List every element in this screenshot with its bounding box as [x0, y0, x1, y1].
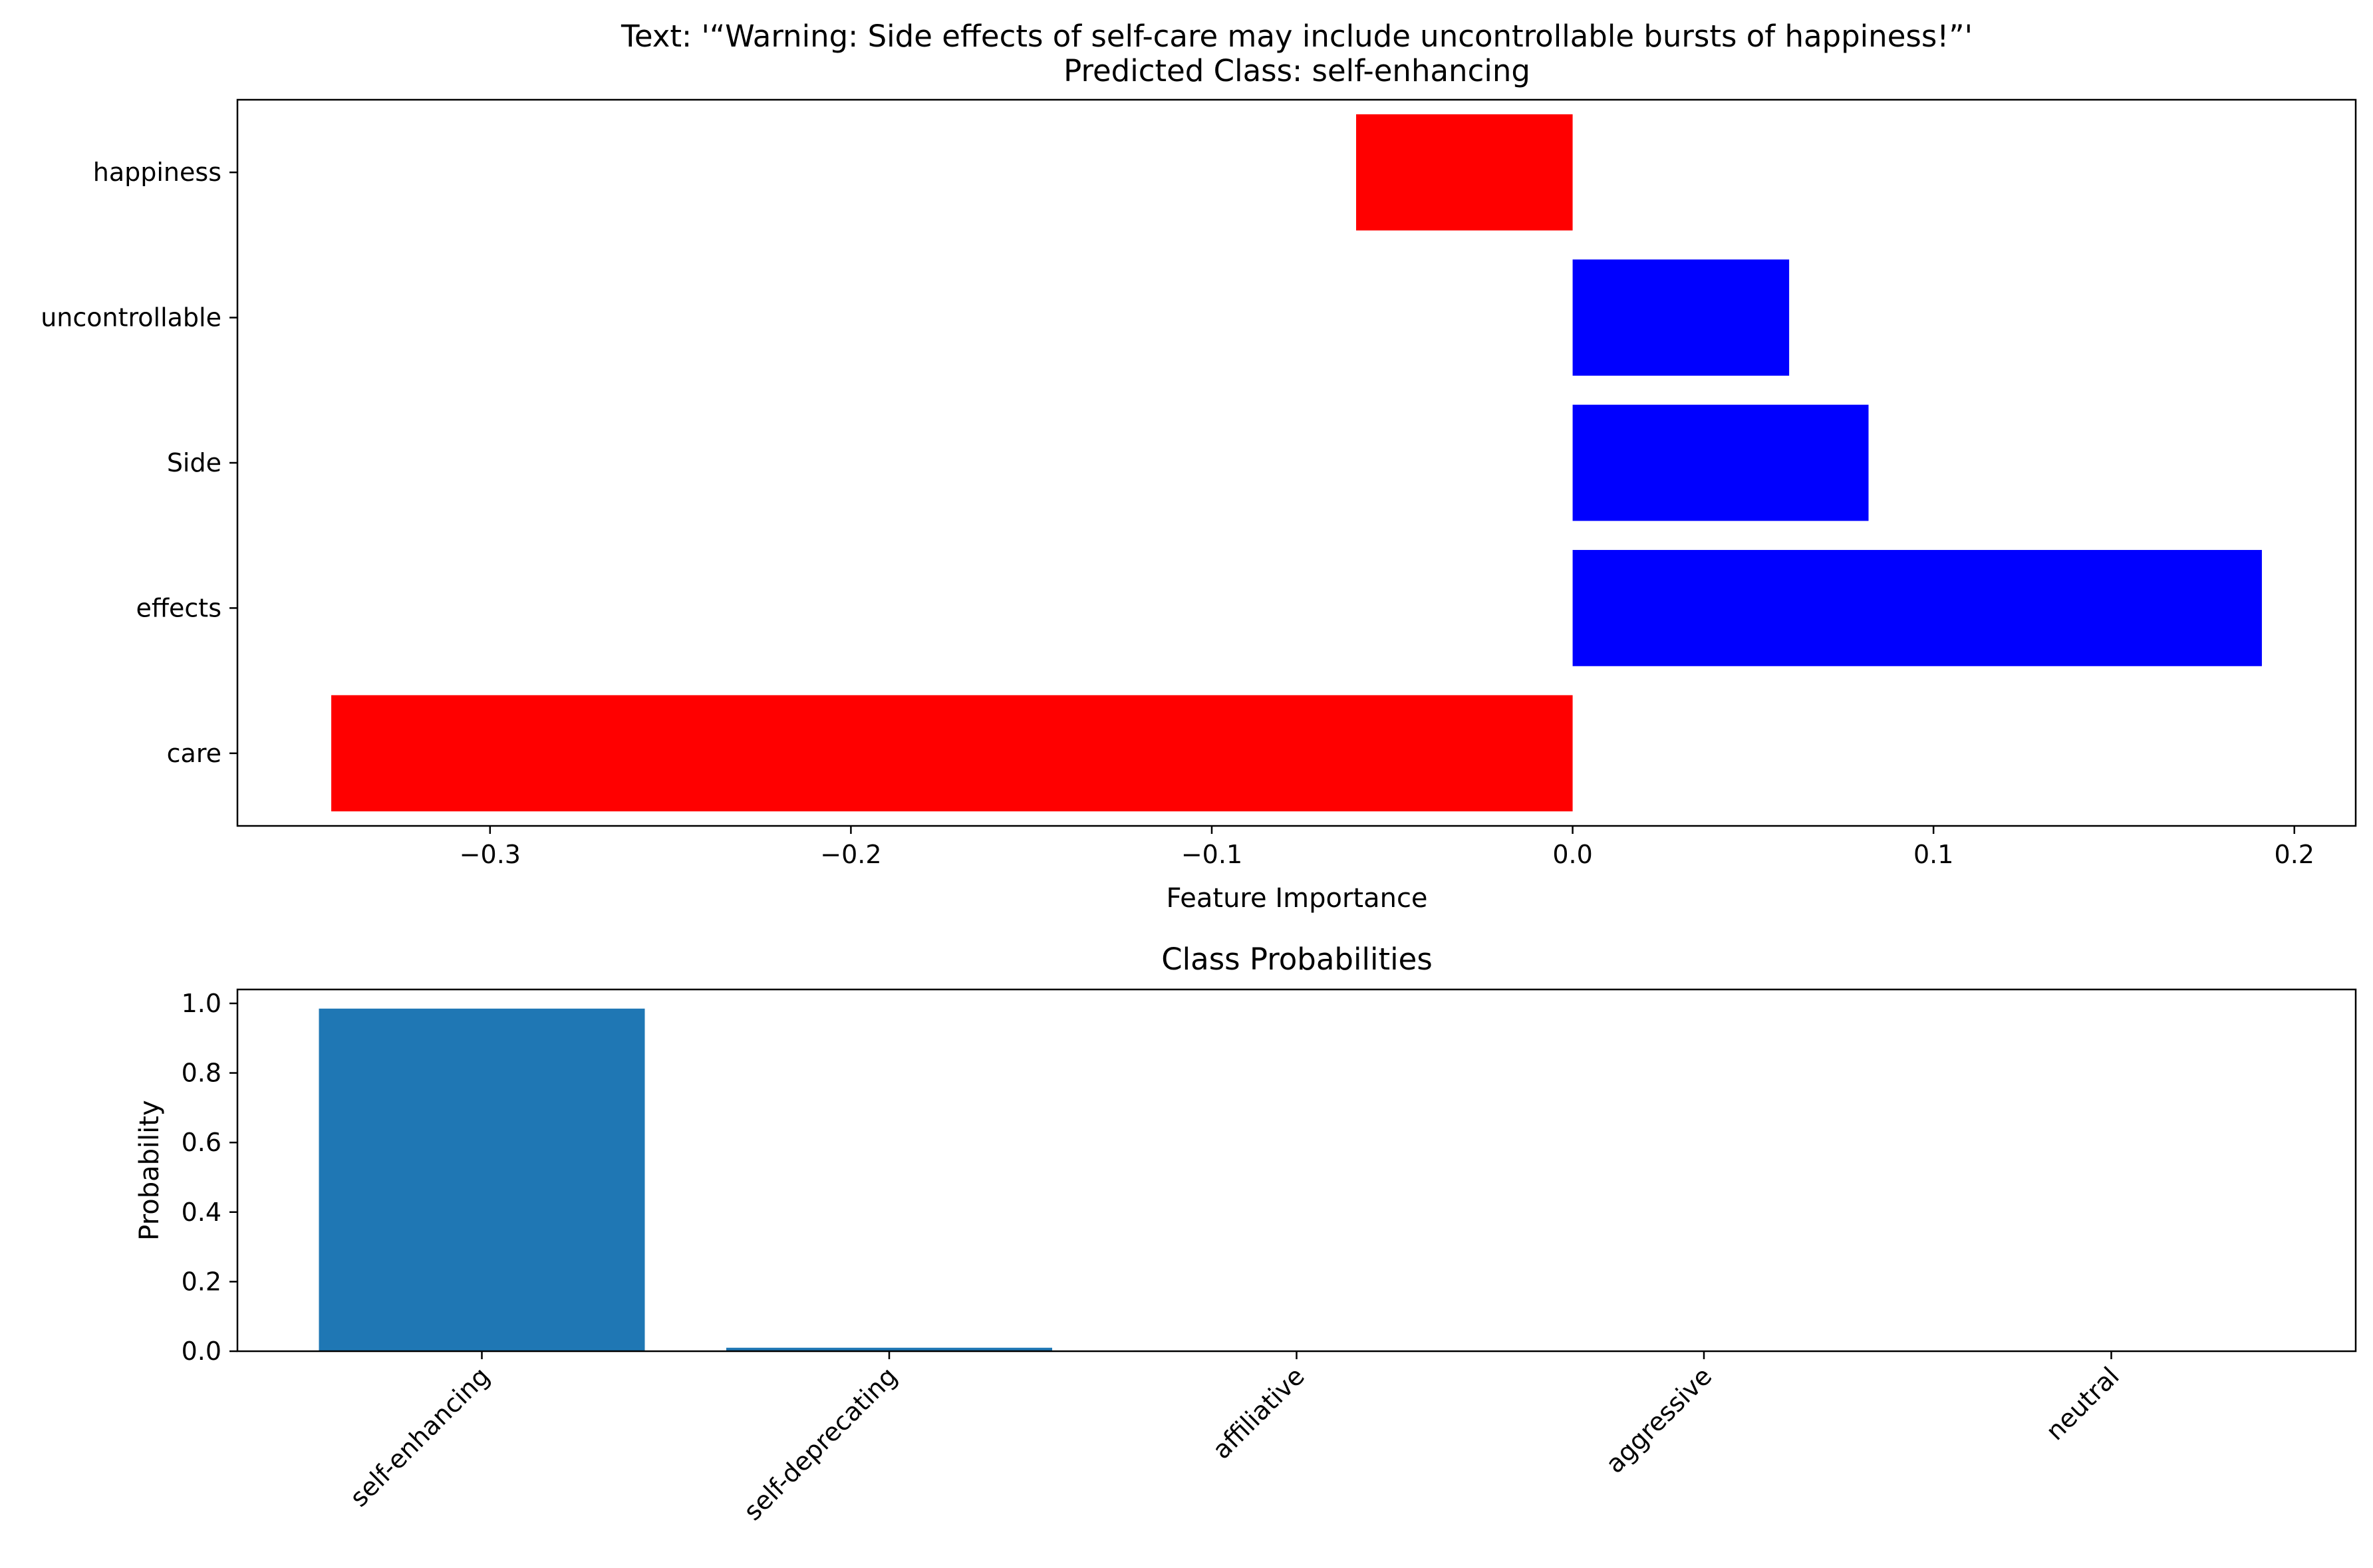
feature-ytick-label: care [167, 739, 221, 768]
class-probabilities-chart: 0.0 0.2 0.4 0.6 0.8 1.0 self-enhancing self-de… [182, 988, 2357, 1526]
prob-xtick-label: aggressive [1600, 1361, 1718, 1479]
feature-importance-chart: happiness uncontrollable Side effects care −… [41, 98, 2357, 869]
feature-bar-side [1572, 404, 1869, 521]
feature-xtick-label: 0.2 [2275, 840, 2314, 869]
feature-chart-frame [236, 98, 2357, 827]
prob-ytick-label: 0.0 [182, 1337, 221, 1366]
feature-bar-effects [1572, 550, 2262, 666]
feature-ytick-label: happiness [93, 158, 221, 187]
feature-ytick-label: effects [136, 593, 221, 622]
prob-ytick-label: 1.0 [182, 989, 221, 1018]
prob-ytick-label: 0.6 [182, 1128, 221, 1157]
feature-bar-uncontrollable [1572, 259, 1790, 376]
feature-bar-care [331, 695, 1573, 812]
prob-chart-frame [236, 988, 2357, 1353]
prob-ytick-label: 0.4 [182, 1198, 221, 1227]
feature-xtick-label: 0.1 [1913, 840, 1953, 869]
prob-xtick-label: self-deprecating [738, 1361, 903, 1526]
prob-ytick-label: 0.2 [182, 1267, 221, 1296]
feature-chart-title-line1: Text: '“Warning: Side effects of self-ca… [621, 19, 1973, 54]
prob-chart-ylabel: Probability [134, 1100, 165, 1240]
prob-chart-title: Class Probabilities [1161, 942, 1433, 977]
feature-ytick-label: Side [167, 448, 221, 477]
feature-xtick-label: −0.2 [820, 840, 881, 869]
feature-chart-title-line2: Predicted Class: self-enhancing [1063, 53, 1530, 88]
feature-xtick-label: −0.3 [460, 840, 521, 869]
feature-bar-happiness [1356, 114, 1573, 231]
feature-chart-xlabel: Feature Importance [1166, 883, 1427, 914]
feature-ytick-label: uncontrollable [41, 303, 221, 332]
prob-bar-self-enhancing [319, 1008, 645, 1351]
feature-xtick-label: 0.0 [1552, 840, 1592, 869]
prob-xtick-label: affiliative [1206, 1361, 1310, 1464]
prob-ytick-label: 0.8 [182, 1059, 221, 1088]
prob-xtick-label: self-enhancing [345, 1361, 495, 1512]
feature-xtick-label: −0.1 [1181, 840, 1242, 869]
prob-xtick-label: neutral [2040, 1361, 2125, 1446]
prob-bar-self-deprecating [726, 1347, 1052, 1351]
